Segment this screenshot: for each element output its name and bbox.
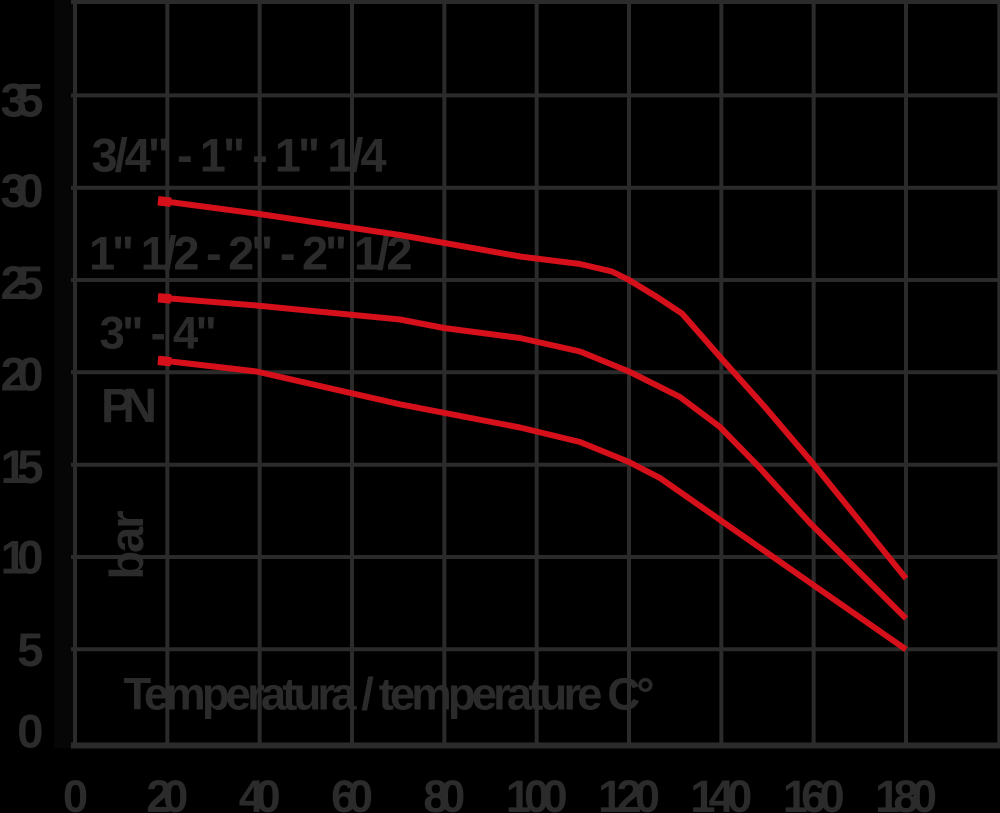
svg-text:15: 15 [1,441,44,494]
svg-text:160: 160 [783,771,845,813]
svg-text:40: 40 [239,771,281,813]
svg-text:20: 20 [146,771,188,813]
svg-text:35: 35 [1,75,44,128]
svg-text:140: 140 [690,771,752,813]
svg-text:0: 0 [17,705,43,758]
svg-text:0: 0 [63,771,88,813]
svg-text:10: 10 [1,532,44,585]
svg-text:180: 180 [875,771,937,813]
svg-text:1" 1/2 - 2" - 2" 1/2: 1" 1/2 - 2" - 2" 1/2 [89,227,413,280]
svg-text:Temperatura / temperature C°: Temperatura / temperature C° [123,669,654,720]
svg-text:80: 80 [423,771,465,813]
svg-text:120: 120 [598,771,660,813]
svg-text:bar: bar [100,511,153,580]
svg-text:3" - 4": 3" - 4" [100,307,218,358]
svg-text:25: 25 [1,257,44,310]
svg-text:PN: PN [101,380,157,433]
svg-text:30: 30 [1,165,44,218]
svg-text:100: 100 [506,771,568,813]
svg-text:60: 60 [331,771,373,813]
svg-text:20: 20 [1,349,44,402]
svg-text:5: 5 [17,624,43,677]
svg-text:3/4" - 1" - 1" 1/4: 3/4" - 1" - 1" 1/4 [92,129,387,182]
